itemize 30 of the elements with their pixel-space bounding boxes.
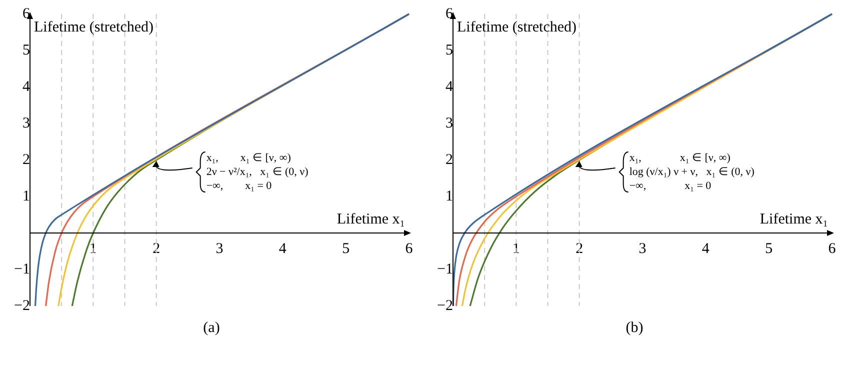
x-axis-title: Lifetime x₁ [336,211,405,228]
y-tick-label: 1 [22,188,30,204]
x-tick-label: 4 [278,240,287,257]
y-tick-label: 3 [22,115,30,132]
y-axis-title: Lifetime (stretched) [457,19,577,36]
x-tick-label: 4 [702,240,710,257]
y-tick-label: 1 [446,188,453,204]
y-tick-label: 2 [446,152,453,168]
y-axis-title: Lifetime (stretched) [34,19,154,36]
y-tick-label: 4 [22,78,30,95]
y-tick-label: −1 [14,261,30,278]
x-axis-title: Lifetime x₁ [760,211,828,228]
x-tick-label: 6 [828,240,836,257]
x-tick-label: 3 [638,240,646,257]
annotation: x₁, x₁ ∈ [ν, ∞) 2ν − ν²/x₁, x₁ ∈ (0, ν) −∞, x₁ = 0 [206,152,309,192]
y-tick-label: 2 [22,152,30,168]
text: (b) [624,320,644,337]
text: (a) [202,320,221,337]
x-tick-label: 5 [765,240,773,257]
x-tick-label: 5 [342,240,350,257]
y-tick-label: 5 [22,42,30,58]
y-tick-label: 4 [446,78,454,95]
x-tick-label: 3 [216,240,224,257]
y-tick-label: −2 [437,298,453,314]
annotation: x₁, x₁ ∈ [ν, ∞) log (ν/x₁) ν + ν, x₁ ∈ (0, ν) −∞, x₁ = 0 [629,152,755,192]
y-tick-label: 3 [446,115,453,132]
y-tick-label: −2 [14,298,30,314]
y-tick-label: 5 [446,42,453,58]
y-tick-label: −1 [437,261,453,278]
x-tick-label: 6 [405,240,414,257]
